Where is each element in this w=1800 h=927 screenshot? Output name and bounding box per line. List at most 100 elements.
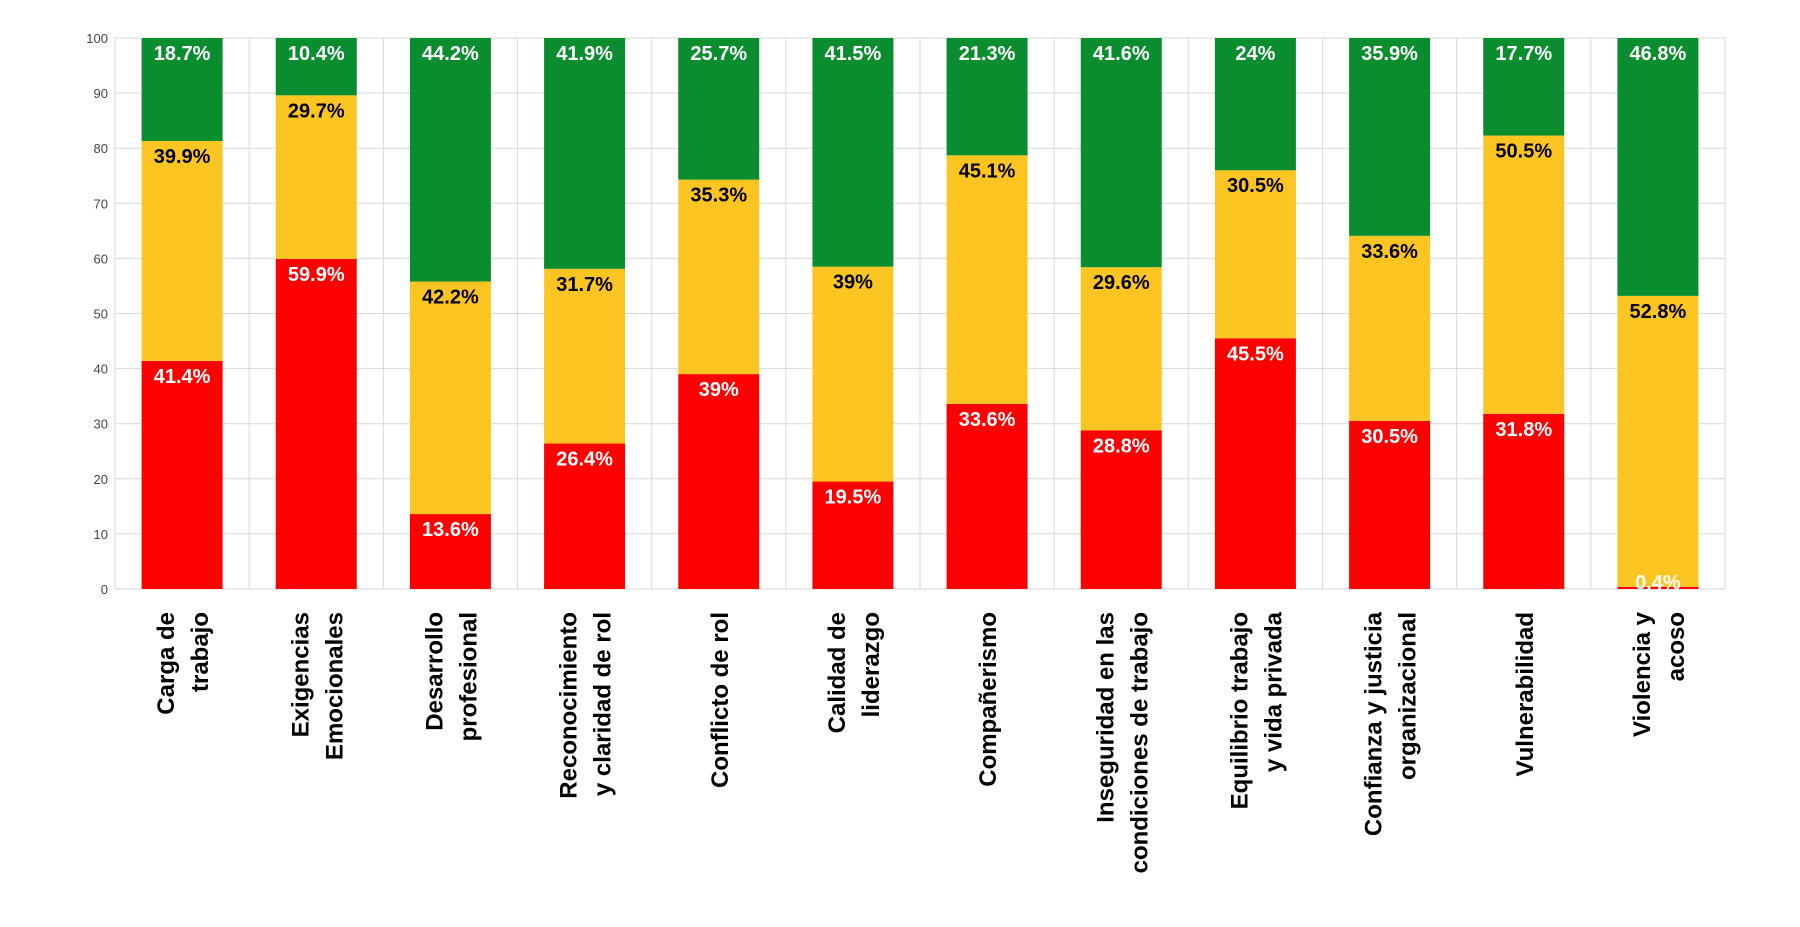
data-label: 30.5% — [1361, 426, 1418, 448]
bar-segment — [1214, 38, 1296, 171]
y-tick-label: 0 — [101, 582, 108, 597]
bar-segment — [1349, 420, 1431, 589]
bar-segment — [141, 38, 223, 142]
category-label-line: Compañerismo — [975, 612, 1002, 787]
bar-segment — [1080, 38, 1162, 268]
category-label: Carga de trabajo — [153, 612, 214, 715]
bar-segment — [678, 179, 760, 375]
category-label-line: Carga de — [153, 612, 180, 715]
data-label: 41.5% — [825, 43, 882, 65]
category-label-line: Reconocimiento — [556, 612, 583, 799]
y-tick-label: 40 — [94, 362, 108, 377]
category-label: Compañerismo — [975, 612, 1002, 787]
bar-segment — [1617, 38, 1699, 296]
bar-segment — [544, 443, 626, 589]
category-label-line: trabajo — [187, 612, 214, 692]
bar-segment — [1349, 38, 1431, 236]
category-label-line: Calidad de — [824, 612, 851, 733]
bar-segment — [946, 403, 1028, 589]
bar-segment — [678, 374, 760, 589]
data-label: 45.5% — [1227, 343, 1284, 365]
bar-segment — [409, 281, 491, 515]
bar-segment — [1483, 413, 1565, 589]
bars — [141, 38, 1699, 589]
bar-segment — [1080, 430, 1162, 589]
data-label: 35.9% — [1361, 43, 1418, 65]
bar-segment — [544, 38, 626, 269]
category-label-line: Desarrollo — [421, 612, 448, 731]
data-label: 46.8% — [1630, 43, 1687, 65]
bar-segment — [1617, 295, 1699, 587]
data-label: 39.9% — [154, 146, 211, 168]
data-label: 50.5% — [1495, 141, 1552, 163]
bar-segment — [409, 38, 491, 282]
bar-segment — [1080, 267, 1162, 431]
data-label: 29.7% — [288, 100, 345, 122]
bar-segment — [946, 38, 1028, 156]
y-tick-label: 70 — [94, 196, 108, 211]
bar-segment — [275, 258, 357, 589]
y-tick-label: 50 — [94, 307, 108, 322]
data-label: 44.2% — [422, 43, 479, 65]
bar-segment — [141, 360, 223, 589]
category-label-line: liderazgo — [858, 612, 885, 717]
category-label-line: Emocionales — [321, 612, 348, 760]
y-tick-label: 80 — [94, 141, 108, 156]
bar-segment — [1617, 586, 1699, 589]
bar-segment — [544, 268, 626, 444]
bar-segment — [812, 481, 894, 589]
bar-segment — [275, 95, 357, 259]
data-label: 31.8% — [1495, 419, 1552, 441]
category-label-line: Vulnerabilidad — [1512, 612, 1539, 776]
data-label: 10.4% — [288, 43, 345, 65]
category-label: Exigencias Emocionales — [287, 612, 348, 760]
category-label: Calidad de liderazgo — [824, 612, 885, 733]
y-tick-label: 90 — [94, 86, 108, 101]
category-label: Vulnerabilidad — [1512, 612, 1539, 776]
y-tick-label: 30 — [94, 417, 108, 432]
data-label: 39% — [699, 379, 739, 401]
data-label: 25.7% — [690, 43, 747, 65]
category-label-line: profesional — [455, 612, 482, 741]
data-label: 33.6% — [959, 409, 1016, 431]
data-label: 59.9% — [288, 264, 345, 286]
data-label: 35.3% — [690, 185, 747, 207]
category-label-line: acoso — [1663, 612, 1690, 681]
data-label: 30.5% — [1227, 175, 1284, 197]
category-label-line: condiciones de trabajo — [1126, 612, 1153, 873]
bar-segment — [812, 266, 894, 482]
bar-segment — [409, 514, 491, 589]
y-tick-label: 60 — [94, 251, 108, 266]
bar-segment — [1214, 338, 1296, 589]
data-label: 19.5% — [825, 487, 882, 509]
bar-segment — [946, 155, 1028, 404]
category-label-line: Confianza y justicia — [1361, 611, 1388, 836]
bar-segment — [1349, 235, 1431, 421]
bar-segment — [1483, 135, 1565, 414]
category-label-line: Conflicto de rol — [707, 612, 734, 788]
y-tick-label: 100 — [86, 31, 108, 46]
grid-lines — [114, 37, 1726, 590]
category-label-line: Violencia y — [1629, 611, 1656, 737]
data-label: 41.9% — [556, 43, 613, 65]
category-label: Inseguridad en las condiciones de trabajo — [1092, 612, 1153, 873]
data-label: 29.6% — [1093, 272, 1150, 294]
data-label: 26.4% — [556, 449, 613, 471]
category-label: Confianza y justicia organizacional — [1361, 611, 1422, 836]
data-label: 13.6% — [422, 519, 479, 541]
data-label: 52.8% — [1630, 301, 1687, 323]
category-labels: Carga de trabajo Exigencias Emocionales Desa… — [153, 611, 1690, 873]
data-label: 24% — [1235, 43, 1275, 65]
data-labels: 41.4% 39.9% 18.7% 59.9% 29.7% 10.4% 13.6% 42.2%… — [154, 43, 1687, 594]
data-label: 42.2% — [422, 287, 479, 309]
category-label-line: Equilibrio trabajo — [1226, 612, 1253, 809]
bar-segment — [1483, 38, 1565, 136]
y-axis: 0 10 20 30 40 50 60 70 80 90 100 — [86, 31, 108, 597]
data-label: 33.6% — [1361, 241, 1418, 263]
data-label: 21.3% — [959, 43, 1016, 65]
bar-segment — [275, 38, 357, 96]
data-label: 28.8% — [1093, 435, 1150, 457]
y-tick-label: 10 — [94, 527, 108, 542]
data-label: 39% — [833, 272, 873, 294]
